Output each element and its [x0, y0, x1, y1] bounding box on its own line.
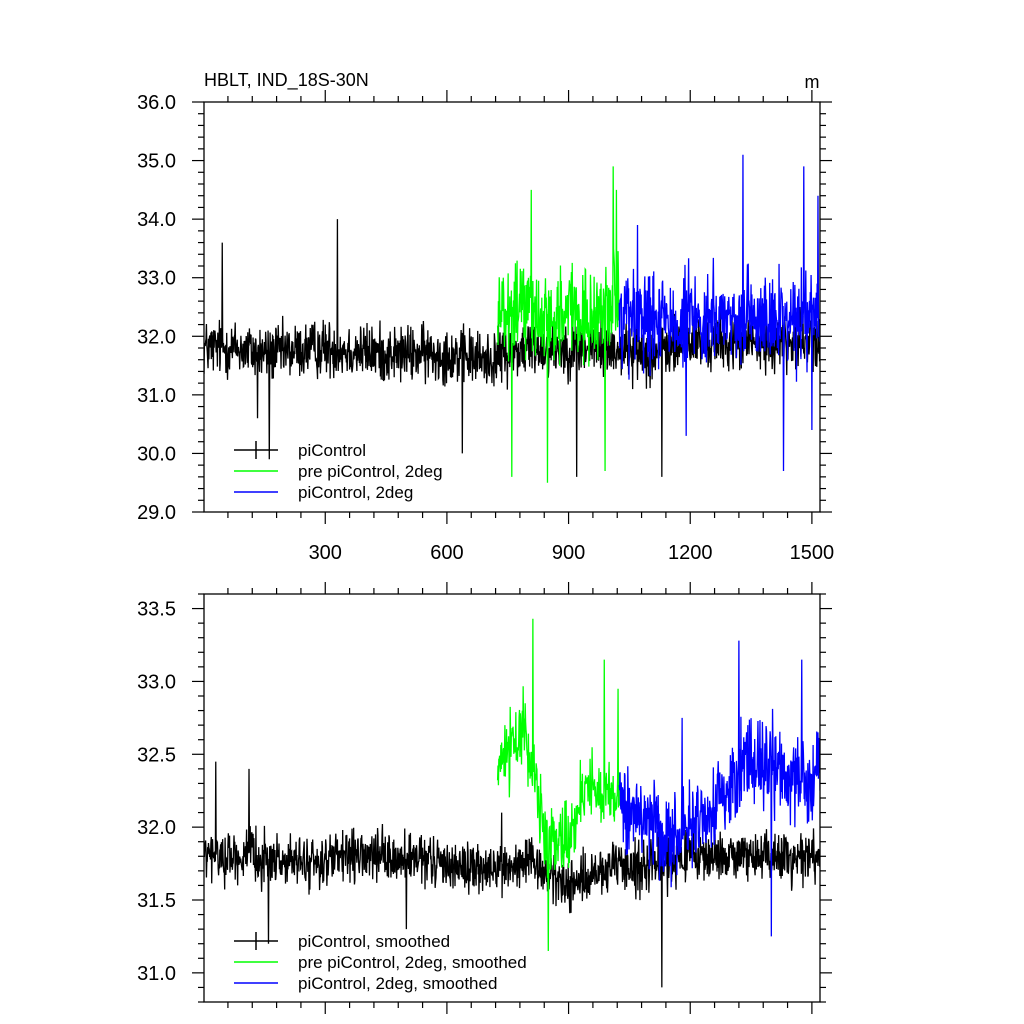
- legend-label-1: pre piControl, 2deg, smoothed: [298, 953, 527, 972]
- y-tick-label: 32.5: [137, 744, 176, 766]
- bottom-plot-area: 31.0 31.5 32.0 32.5 33.0 33.5: [137, 582, 832, 1014]
- plot-frame: [203, 101, 821, 513]
- series-line-0: [204, 761, 820, 988]
- y-tick-label: 36.0: [137, 92, 176, 114]
- bottom-panel: 31.0 31.5 32.0 32.5 33.0 33.5 piControl, smoo…: [137, 582, 832, 1014]
- series-line-2: [618, 640, 820, 937]
- y-tick-label: 32.0: [137, 326, 176, 348]
- y-tick-label: 35.0: [137, 151, 176, 173]
- x-tick-label: 300: [309, 542, 342, 564]
- y-tick-label: 31.0: [137, 963, 176, 985]
- y-tick-label: 34.0: [137, 209, 176, 231]
- x-tick-label: 900: [552, 542, 585, 564]
- plot-frame: [203, 593, 821, 1003]
- top-plot-area: 29.0 30.0 31.0 32.0 33.0 34.0 35.0 36.0 300 600 90…: [137, 90, 834, 564]
- series-line-1: [496, 166, 620, 483]
- x-tick-label: 600: [430, 542, 463, 564]
- top-panel: HBLT, IND_18S-30N m 29.0 30.0 31.0 32.0 33.0…: [137, 70, 834, 564]
- y-tick-label: 33.0: [137, 671, 176, 693]
- y-tick-label: 33.5: [137, 599, 176, 621]
- legend-label-0: piControl: [298, 441, 366, 460]
- legend-label-0: piControl, smoothed: [298, 932, 450, 951]
- y-tick-label: 31.5: [137, 890, 176, 912]
- chart-title: HBLT, IND_18S-30N: [204, 70, 369, 91]
- x-tick-label: 1500: [790, 542, 835, 564]
- bottom-legend: piControl, smoothed pre piControl, 2deg, …: [234, 932, 527, 993]
- legend-label-2: piControl, 2deg: [298, 483, 413, 502]
- series-line-1: [496, 618, 620, 952]
- y-tick-label: 30.0: [137, 443, 176, 465]
- units-label: m: [805, 72, 820, 92]
- y-tick-label: 33.0: [137, 268, 176, 290]
- series-line-2: [618, 154, 820, 472]
- y-tick-label: 29.0: [137, 502, 176, 524]
- x-tick-label: 1200: [668, 542, 713, 564]
- legend-label-1: pre piControl, 2deg: [298, 462, 443, 481]
- legend-label-2: piControl, 2deg, smoothed: [298, 974, 497, 993]
- y-tick-label: 32.0: [137, 817, 176, 839]
- y-tick-label: 31.0: [137, 385, 176, 407]
- top-legend: piControl pre piControl, 2deg piControl, 2…: [234, 441, 443, 502]
